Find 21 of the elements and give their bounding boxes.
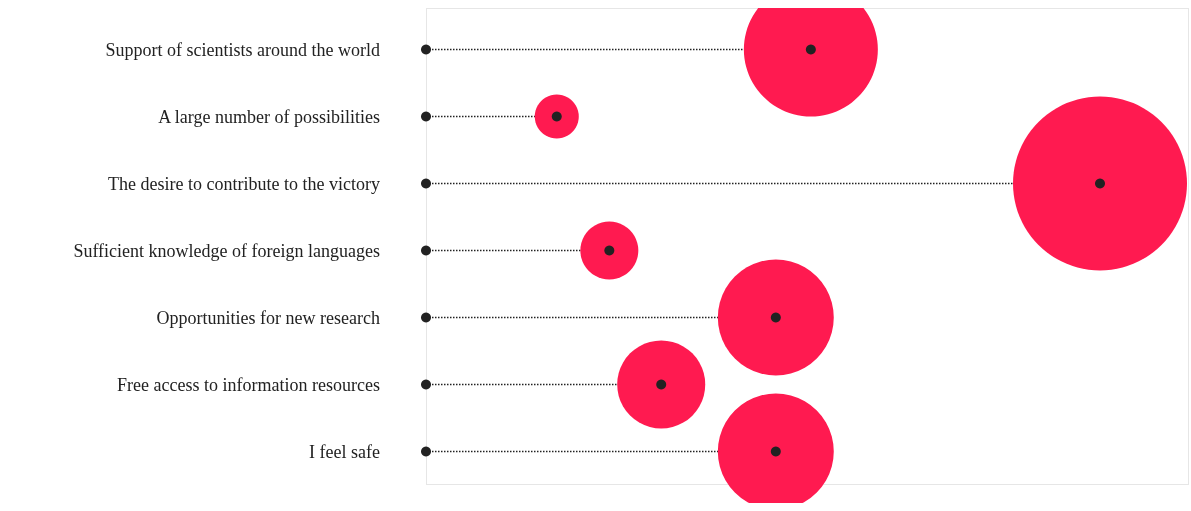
y-tick-label: A large number of possibilities (158, 106, 380, 127)
point (421, 379, 431, 390)
point (421, 44, 431, 55)
point (421, 312, 431, 323)
point (770, 312, 781, 323)
point (421, 245, 431, 256)
y-tick-label: I feel safe (309, 441, 380, 462)
y-tick-label: Free access to information resources (117, 374, 380, 395)
point (1095, 178, 1105, 189)
point (604, 245, 615, 256)
point (421, 111, 431, 122)
point (656, 379, 667, 390)
y-tick-label: Sufficient knowledge of foreign languages (73, 240, 380, 261)
y-tick-label: The desire to contribute to the victory (108, 173, 380, 194)
point (551, 111, 562, 122)
y-tick-label: Support of scientists around the world (105, 39, 380, 60)
point (421, 178, 431, 189)
point (770, 446, 781, 457)
y-tick-label: Opportunities for new research (156, 307, 380, 328)
point (805, 44, 816, 55)
point (421, 446, 431, 457)
